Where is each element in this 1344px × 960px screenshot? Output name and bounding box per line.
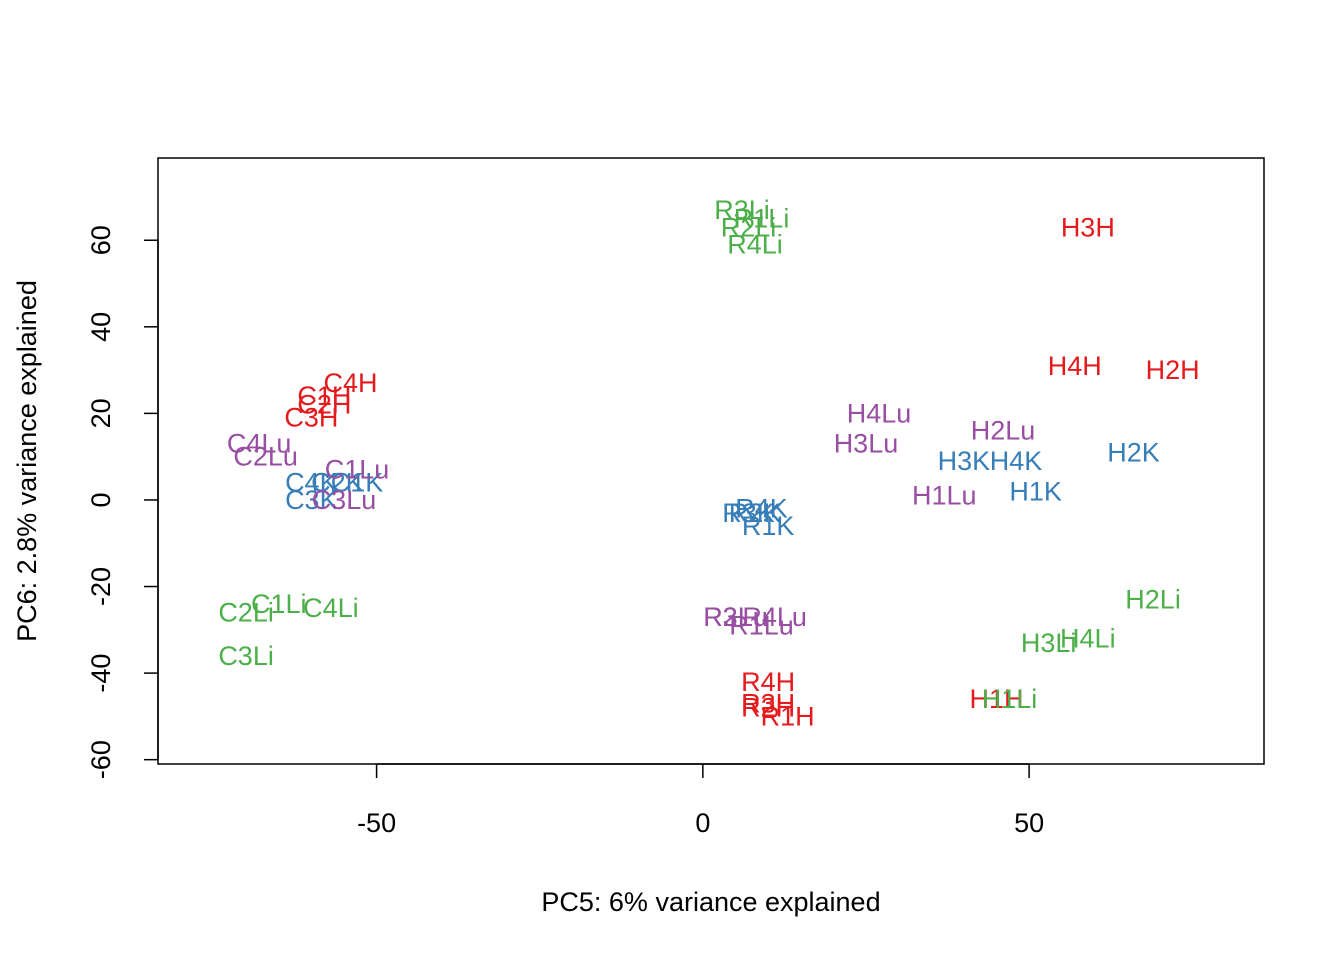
point-h4lu: H4Lu	[847, 398, 912, 428]
y-tick-label: -60	[86, 740, 116, 779]
y-tick-label: 40	[86, 312, 116, 342]
point-r3k: R3K	[722, 498, 775, 528]
point-r3lu: R3Lu	[703, 602, 768, 632]
y-tick-label: -40	[86, 654, 116, 693]
y-axis: -60 -40 -20 0 20 40 60	[86, 225, 159, 779]
point-r4lu: R4Lu	[742, 602, 807, 632]
point-h4k: H4K	[990, 446, 1043, 476]
point-r1k: R1K	[742, 511, 795, 541]
point-h1lu: H1Lu	[912, 481, 977, 511]
point-c1h: C1H	[297, 381, 351, 411]
point-h2h: H2H	[1146, 355, 1200, 385]
point-c1lu: C1Lu	[325, 455, 390, 485]
x-tick-label: -50	[357, 808, 396, 838]
y-tick-label: 60	[86, 225, 116, 255]
point-c2lu: C2Lu	[233, 442, 298, 472]
x-axis-title: PC5: 6% variance explained	[541, 887, 880, 917]
point-c1k: C1K	[331, 468, 384, 498]
point-r4h: R4H	[741, 667, 795, 697]
point-c2li: C2Li	[218, 598, 274, 628]
y-tick-label: 20	[86, 398, 116, 428]
point-r2li: R2Li	[721, 212, 777, 242]
point-h4li: H4Li	[1060, 623, 1116, 653]
point-c2h: C2H	[297, 390, 351, 420]
point-c3lu: C3Lu	[312, 485, 377, 515]
point-c3h: C3H	[284, 403, 338, 433]
point-r3li: R3Li	[714, 195, 770, 225]
point-c1li: C1Li	[251, 589, 307, 619]
point-c2k: C2K	[311, 468, 364, 498]
point-h2li: H2Li	[1125, 585, 1181, 615]
point-h2k: H2K	[1107, 437, 1160, 467]
point-r3h: R3H	[741, 688, 795, 718]
point-r4li: R4Li	[727, 230, 783, 260]
point-c4k: C4K	[285, 468, 338, 498]
x-tick-label: 50	[1014, 808, 1044, 838]
point-c3li: C3Li	[218, 641, 274, 671]
point-c4lu: C4Lu	[227, 429, 292, 459]
x-tick-label: 0	[695, 808, 710, 838]
point-r2k: R2K	[729, 498, 782, 528]
y-tick-label: 0	[86, 492, 116, 507]
point-r2h: R2H	[741, 693, 795, 723]
point-h4h: H4H	[1048, 351, 1102, 381]
y-axis-title: PC6: 2.8% variance explained	[12, 280, 42, 642]
point-r2lu: R2Lu	[703, 602, 768, 632]
point-r4k: R4K	[735, 494, 788, 524]
point-h3li: H3Li	[1021, 628, 1077, 658]
point-r1lu: R1Lu	[729, 610, 794, 640]
point-r1h: R1H	[761, 701, 815, 731]
point-h1k: H1K	[1009, 476, 1062, 506]
point-c4h: C4H	[323, 368, 377, 398]
point-h1h: H1H	[969, 684, 1023, 714]
point-c3k: C3K	[285, 485, 338, 515]
point-h3h: H3H	[1061, 212, 1115, 242]
point-h3lu: H3Lu	[834, 429, 899, 459]
point-h3k: H3K	[938, 446, 991, 476]
point-c4li: C4Li	[303, 593, 359, 623]
point-h1li: H1Li	[982, 684, 1038, 714]
y-tick-label: -20	[86, 567, 116, 606]
point-h2lu: H2Lu	[971, 416, 1036, 446]
point-r1li: R1Li	[734, 204, 790, 234]
x-axis: -50 0 50	[357, 763, 1044, 838]
